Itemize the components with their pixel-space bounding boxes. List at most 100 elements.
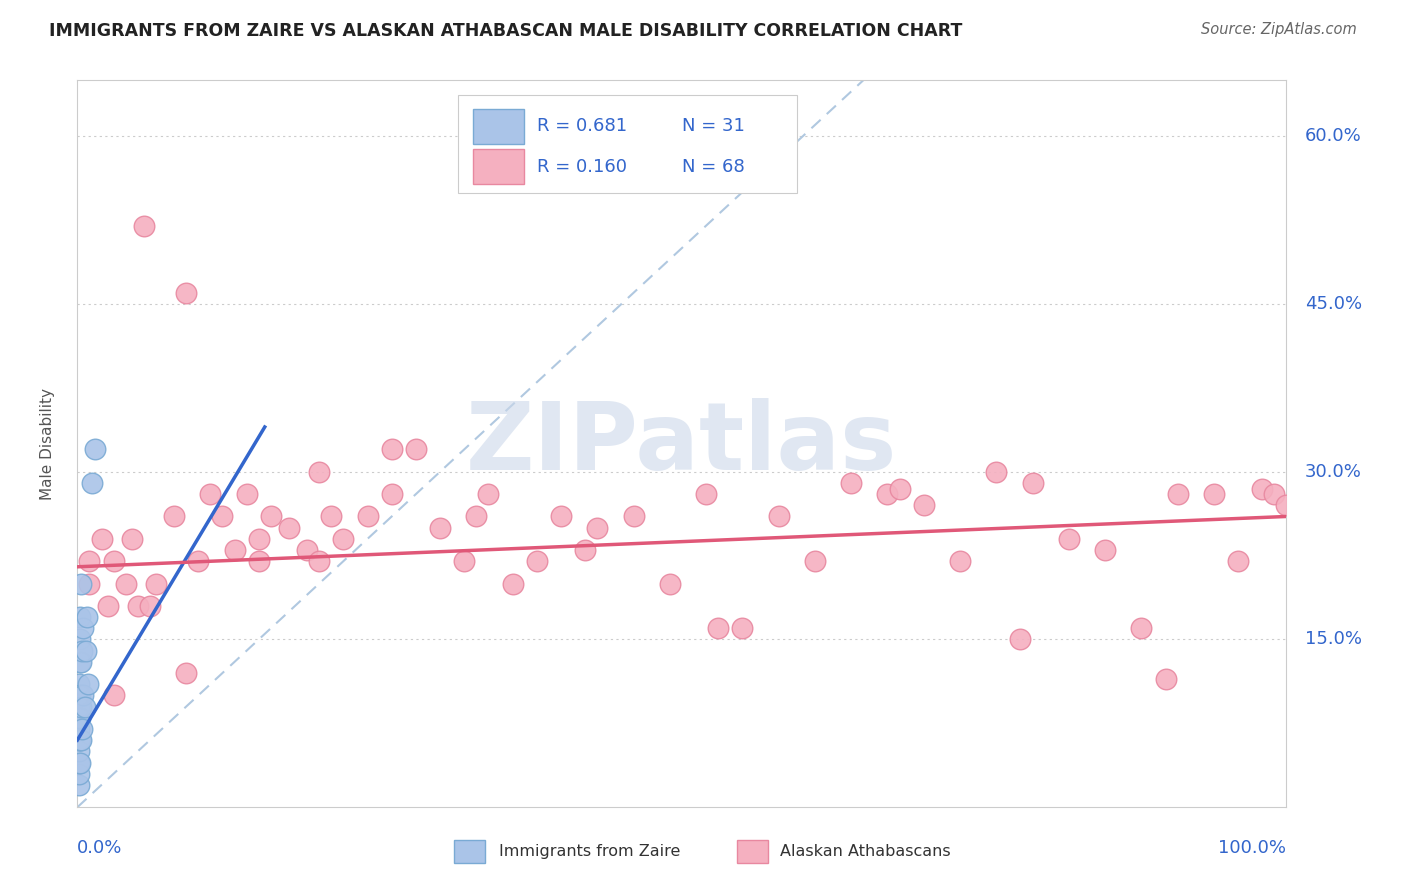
Point — [69, 689, 91, 703]
Point — [247, 554, 270, 568]
Point — [67, 766, 90, 780]
Point — [429, 521, 451, 535]
Point — [465, 509, 488, 524]
Point — [1010, 632, 1032, 647]
Point — [381, 442, 404, 457]
Point — [986, 465, 1008, 479]
Point — [224, 543, 246, 558]
Point — [574, 543, 596, 558]
Point — [1154, 672, 1177, 686]
Point — [73, 699, 96, 714]
Text: 15.0%: 15.0% — [1305, 631, 1361, 648]
Point — [211, 509, 233, 524]
Point — [731, 621, 754, 635]
Point — [67, 744, 90, 758]
Point — [405, 442, 427, 457]
Point — [768, 509, 790, 524]
Point — [839, 475, 862, 490]
Point — [84, 442, 107, 457]
Point — [200, 487, 222, 501]
Point — [67, 778, 90, 792]
Point — [69, 756, 91, 770]
Point — [278, 521, 301, 535]
Point — [67, 689, 90, 703]
Point — [695, 487, 717, 501]
Point — [70, 722, 93, 736]
Point — [1263, 487, 1285, 501]
Text: 30.0%: 30.0% — [1305, 463, 1361, 481]
Point — [69, 632, 91, 647]
Point — [550, 509, 572, 524]
Point — [69, 733, 91, 747]
Point — [69, 655, 91, 669]
Point — [1057, 532, 1080, 546]
Point — [75, 643, 97, 657]
Point — [889, 482, 911, 496]
Point — [79, 576, 101, 591]
Text: R = 0.681: R = 0.681 — [537, 117, 627, 135]
Text: 0.0%: 0.0% — [77, 838, 122, 856]
Point — [114, 576, 136, 591]
Point — [187, 554, 209, 568]
Text: Alaskan Athabascans: Alaskan Athabascans — [780, 845, 950, 859]
Point — [70, 655, 93, 669]
Text: 45.0%: 45.0% — [1305, 295, 1362, 313]
Point — [949, 554, 972, 568]
Point — [70, 733, 93, 747]
Text: IMMIGRANTS FROM ZAIRE VS ALASKAN ATHABASCAN MALE DISABILITY CORRELATION CHART: IMMIGRANTS FROM ZAIRE VS ALASKAN ATHABAS… — [49, 22, 963, 40]
Point — [80, 475, 103, 490]
Text: Immigrants from Zaire: Immigrants from Zaire — [499, 845, 681, 859]
Point — [174, 285, 197, 300]
Point — [586, 521, 609, 535]
Point — [79, 554, 101, 568]
Point — [381, 487, 404, 501]
Point — [139, 599, 162, 613]
Point — [127, 599, 149, 613]
Text: R = 0.160: R = 0.160 — [537, 158, 627, 176]
Point — [1167, 487, 1189, 501]
Point — [121, 532, 143, 546]
Point — [502, 576, 524, 591]
Point — [67, 677, 90, 691]
Point — [67, 756, 90, 770]
Text: Source: ZipAtlas.com: Source: ZipAtlas.com — [1201, 22, 1357, 37]
Point — [876, 487, 898, 501]
Point — [70, 643, 93, 657]
FancyBboxPatch shape — [472, 149, 523, 185]
Text: N = 31: N = 31 — [682, 117, 745, 135]
Point — [658, 576, 681, 591]
Point — [260, 509, 283, 524]
Text: 60.0%: 60.0% — [1305, 128, 1361, 145]
Point — [804, 554, 827, 568]
Point — [174, 666, 197, 681]
Point — [1227, 554, 1250, 568]
Point — [295, 543, 318, 558]
FancyBboxPatch shape — [458, 95, 797, 193]
FancyBboxPatch shape — [472, 109, 523, 144]
Point — [70, 699, 93, 714]
Point — [308, 554, 330, 568]
Point — [77, 677, 100, 691]
Point — [1251, 482, 1274, 496]
Point — [96, 599, 118, 613]
Text: Male Disability: Male Disability — [39, 388, 55, 500]
Point — [67, 733, 90, 747]
Point — [526, 554, 548, 568]
Point — [70, 576, 93, 591]
Point — [103, 689, 125, 703]
Point — [321, 509, 343, 524]
Point — [69, 610, 91, 624]
Point — [1275, 498, 1298, 512]
Point — [90, 532, 112, 546]
Text: N = 68: N = 68 — [682, 158, 745, 176]
Point — [67, 699, 90, 714]
Point — [1130, 621, 1153, 635]
Text: 100.0%: 100.0% — [1219, 838, 1286, 856]
Point — [67, 711, 90, 725]
Point — [1094, 543, 1116, 558]
Point — [332, 532, 354, 546]
Point — [912, 498, 935, 512]
Point — [477, 487, 499, 501]
Point — [76, 610, 98, 624]
Point — [308, 465, 330, 479]
